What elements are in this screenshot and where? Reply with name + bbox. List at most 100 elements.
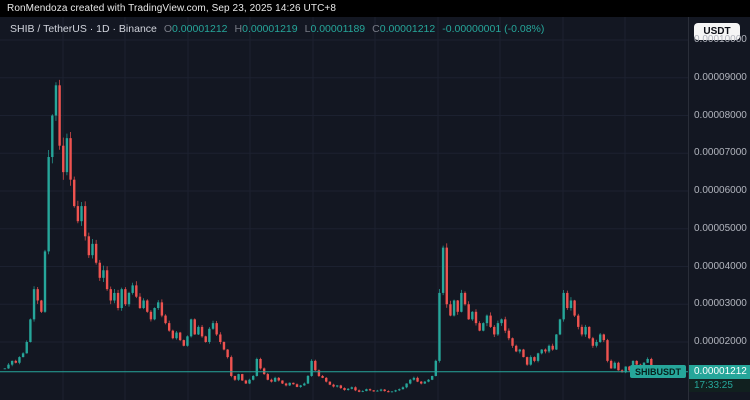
candle-down	[449, 300, 452, 317]
candle-up	[43, 249, 47, 313]
last-price-label: 0.00001212	[689, 364, 750, 379]
candle-up	[430, 375, 434, 381]
candle-down	[489, 312, 492, 328]
candle-up	[237, 373, 240, 381]
candle-down	[635, 360, 638, 366]
candle-down	[467, 301, 470, 320]
candle-up	[569, 297, 573, 311]
candle-up	[500, 318, 503, 326]
price-change: -0.00000001 (-0.08%)	[442, 23, 545, 35]
candle-down	[339, 384, 343, 389]
candle-up	[394, 389, 397, 393]
candle-down	[222, 341, 226, 351]
candle-up	[558, 318, 562, 336]
candle-up	[153, 307, 156, 321]
candle-down	[241, 373, 244, 381]
candle-down	[98, 259, 101, 281]
price-axis-label: 0.00005000	[694, 222, 747, 234]
candle-up	[361, 390, 364, 393]
candle-up	[251, 375, 255, 381]
candle-down	[588, 326, 591, 340]
candle-up	[379, 388, 383, 392]
candle-up	[441, 245, 445, 296]
candle-up	[595, 339, 598, 348]
candle-down	[463, 291, 467, 306]
price-axis[interactable]: USDT 0.00010000 0.00009000 0.00008000 0.000…	[688, 17, 750, 400]
candle-down	[533, 356, 536, 363]
ohlc-open-value: 0.00001212	[172, 23, 228, 35]
candle-up	[365, 388, 368, 392]
candle-down	[226, 349, 229, 359]
candle-up	[460, 289, 463, 313]
candle-up	[335, 385, 339, 388]
candle-up	[29, 318, 32, 343]
price-axis-label: 0.00003000	[694, 298, 747, 310]
candle-up	[390, 391, 394, 393]
candle-up	[25, 340, 28, 354]
candle-up	[3, 368, 7, 370]
candle-up	[47, 149, 50, 255]
candle-up	[547, 344, 551, 354]
candle-countdown: 17:33:25	[689, 378, 750, 392]
candle-down	[281, 380, 284, 385]
candle-up	[131, 282, 134, 295]
candle-down	[551, 343, 554, 351]
price-axis-label: 0.00009000	[694, 71, 747, 83]
candle-down	[62, 137, 65, 180]
candle-down	[266, 372, 269, 381]
candle-down	[514, 344, 518, 353]
candle-up	[529, 355, 532, 366]
candle-up	[350, 386, 354, 390]
candle-down	[277, 377, 280, 382]
candle-down	[609, 359, 613, 369]
candle-down	[204, 335, 207, 343]
candle-up	[562, 289, 565, 322]
ohlc-high-value: 0.00001219	[242, 23, 298, 35]
symbol-title[interactable]: SHIB / TetherUS · 1D · Binance	[10, 23, 157, 35]
candle-down	[606, 338, 609, 363]
candle-up	[598, 332, 602, 343]
candle-up	[91, 238, 94, 259]
candle-down	[219, 332, 222, 345]
candle-up	[299, 384, 302, 388]
price-axis-label: 0.00008000	[694, 109, 747, 121]
candle-down	[135, 281, 138, 299]
candle-up	[536, 352, 540, 363]
candle-down	[368, 388, 372, 392]
candle-up	[540, 349, 543, 355]
candle-down	[193, 318, 196, 335]
candle-up	[7, 363, 10, 369]
candle-down	[525, 356, 529, 366]
candle-down	[178, 331, 182, 342]
candle-down	[343, 387, 346, 391]
attribution-bar: RonMendoza created with TradingView.com,…	[0, 0, 750, 17]
candle-up	[303, 382, 306, 386]
candle-down	[292, 382, 295, 385]
candle-up	[471, 311, 474, 321]
ohlc-close-value: 0.00001212	[379, 23, 436, 35]
candle-up	[555, 334, 558, 350]
candle-down	[544, 348, 547, 354]
candle-down	[200, 325, 204, 338]
candle-up	[186, 335, 189, 347]
candle-down	[167, 320, 171, 332]
candle-up	[401, 386, 405, 390]
candle-down	[445, 243, 448, 308]
candle-up	[346, 388, 350, 391]
candle-down	[617, 361, 620, 371]
candle-up	[423, 380, 427, 384]
candle-up	[288, 382, 291, 387]
candle-down	[124, 287, 127, 307]
currency-toggle-button[interactable]: USDT	[694, 23, 740, 40]
price-axis-label: 0.00004000	[694, 260, 747, 272]
attribution-text: RonMendoza created with TradingView.com,…	[7, 3, 337, 14]
candle-up	[255, 357, 259, 377]
candle-up	[21, 352, 25, 358]
candle-up	[376, 389, 379, 392]
candle-down	[387, 390, 390, 393]
price-axis-label: 0.00010000	[694, 34, 747, 45]
candle-down	[244, 379, 248, 384]
candle-up	[189, 318, 193, 338]
